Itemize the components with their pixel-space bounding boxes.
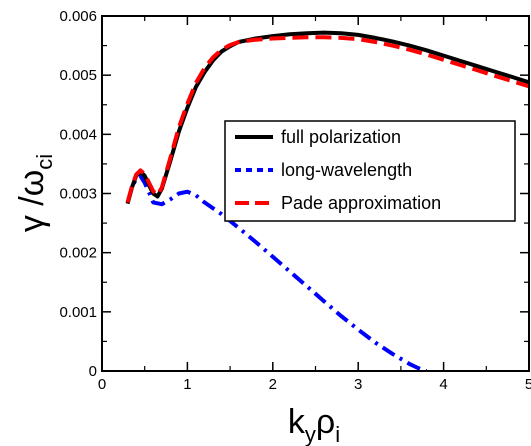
- x-axis-title: kyρi: [288, 403, 340, 446]
- y-tick-label: 0.004: [59, 126, 97, 143]
- legend-label-pade-approximation: Pade approximation: [281, 193, 441, 213]
- x-tick-label: 3: [354, 376, 362, 393]
- x-tick-label: 5: [525, 376, 531, 393]
- y-tick-label: 0: [89, 363, 97, 380]
- series-layer: [125, 30, 529, 371]
- y-tick-label: 0.006: [59, 8, 97, 25]
- x-tick-label: 2: [269, 376, 277, 393]
- x-tick-label: 0: [98, 376, 106, 393]
- x-tick-label: 4: [439, 376, 447, 393]
- x-tick-label: 1: [183, 376, 191, 393]
- legend-label-long-wavelength: long-wavelength: [281, 160, 412, 180]
- y-tick-label: 0.003: [59, 186, 97, 203]
- y-tick-label: 0.005: [59, 67, 97, 84]
- series-line-pade-approximation: [125, 35, 529, 203]
- y-tick-label: 0.001: [59, 304, 97, 321]
- ticks-layer: 0 1 2 3 4 5 0 0.001 0.002 0.003 0.004 0.005 0.006: [59, 8, 531, 393]
- legend-label-full-polarization: full polarization: [281, 127, 401, 147]
- legend: full polarization long-wavelength Pade a…: [224, 120, 516, 222]
- legend-box: [224, 120, 516, 222]
- y-axis-title: γ /ωci: [13, 154, 57, 232]
- y-tick-label: 0.002: [59, 245, 97, 262]
- series-line-long-wavelength: [125, 173, 428, 371]
